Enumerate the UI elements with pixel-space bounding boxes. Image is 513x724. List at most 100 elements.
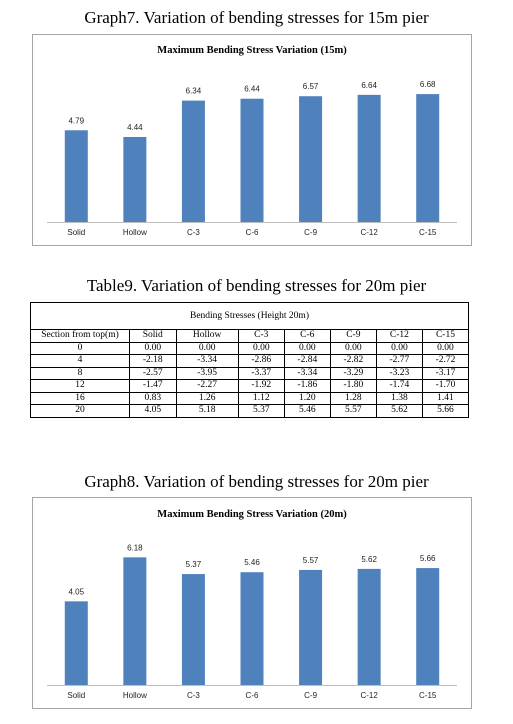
graph7-bar-c-9 xyxy=(299,96,323,222)
table-cell: 1.28 xyxy=(329,391,377,405)
table-row: 20 4.05 5.18 5.37 5.46 5.57 5.62 5.66 xyxy=(30,404,470,418)
graph8-tick-label: C-15 xyxy=(419,691,437,700)
graph7-data-label: 6.57 xyxy=(303,82,319,91)
table-cell: -3.29 xyxy=(329,366,377,380)
table-cell: 0.83 xyxy=(129,391,177,405)
graph8-bar-hollow xyxy=(123,557,147,685)
table-row: 4 -2.18 -3.34 -2.86 -2.84 -2.82 -2.77 -2.72 xyxy=(30,354,470,368)
graph8-plot: Maximum Bending Stress Variation (20m) 4… xyxy=(47,509,457,700)
graph7-bar-solid xyxy=(64,130,88,222)
graph7-tick-label: Solid xyxy=(67,228,85,237)
graph8-bar-c-6 xyxy=(240,572,264,685)
table-cell: 8 xyxy=(30,366,130,380)
table-cell: 5.46 xyxy=(283,404,331,418)
graph8-bar-c-15 xyxy=(416,568,440,685)
table-cell: -1.86 xyxy=(283,379,331,393)
table-cell: -2.57 xyxy=(129,366,177,380)
graph7-data-label: 6.34 xyxy=(186,87,202,96)
table-header-cell: Hollow xyxy=(175,329,239,343)
table9-caption: Table9. Variation of bending stresses fo… xyxy=(86,276,427,295)
table-cell: -3.37 xyxy=(237,366,285,380)
table-cell: -2.72 xyxy=(421,354,470,368)
table-cell: 0.00 xyxy=(375,341,423,355)
graph7-data-label: 4.79 xyxy=(68,116,84,125)
graph8-data-label: 5.57 xyxy=(303,556,319,565)
graph8-title: Maximum Bending Stress Variation (20m) xyxy=(157,509,347,520)
graph7-data-label: 6.68 xyxy=(420,80,436,89)
table-row: 12 -1.47 -2.27 -1.92 -1.86 -1.80 -1.74 -1.70 xyxy=(30,379,470,393)
table-cell: 0.00 xyxy=(329,341,377,355)
table-cell: -3.34 xyxy=(283,366,331,380)
table-header-row: Section from top(m) Solid Hollow C-3 C-6 C-9 C… xyxy=(30,329,470,343)
graph8-tick-label: C-3 xyxy=(187,691,200,700)
table-cell: 1.41 xyxy=(421,391,470,405)
table-header-cell: C-12 xyxy=(375,329,423,343)
graph7-chart: Maximum Bending Stress Variation (15m) 4… xyxy=(32,34,472,246)
table-row: 16 0.83 1.26 1.12 1.20 1.28 1.38 1.41 xyxy=(30,391,470,405)
table-cell: -3.34 xyxy=(175,354,239,368)
graph7-caption: Graph7. Variation of bending stresses fo… xyxy=(84,8,429,27)
graph7-data-label: 6.44 xyxy=(244,85,260,94)
table-cell: 5.62 xyxy=(375,404,423,418)
table-row: 0 0.00 0.00 0.00 0.00 0.00 0.00 0.00 xyxy=(30,341,470,355)
table-cell: -2.86 xyxy=(237,354,285,368)
graph8-tick-label: C-12 xyxy=(360,691,378,700)
graph8-tick-label: Hollow xyxy=(123,691,147,700)
graph8-bar-c-9 xyxy=(299,569,323,685)
table-header-cell: C-9 xyxy=(329,329,377,343)
table-cell: -2.18 xyxy=(129,354,177,368)
graph8-bar-solid xyxy=(64,601,88,685)
table-cell: -2.27 xyxy=(175,379,239,393)
table-header-cell: C-15 xyxy=(421,329,470,343)
table-cell: 4 xyxy=(30,354,130,368)
graph8-tick-label: C-9 xyxy=(304,691,317,700)
graph7-bar-hollow xyxy=(123,136,147,222)
table-cell: 5.37 xyxy=(237,404,285,418)
graph7-bar-c-12 xyxy=(357,94,381,222)
table-cell: 1.20 xyxy=(283,391,331,405)
table-cell: 16 xyxy=(30,391,130,405)
table-cell: -3.95 xyxy=(175,366,239,380)
table-cell: -1.74 xyxy=(375,379,423,393)
table-header-cell: C-3 xyxy=(237,329,285,343)
graph8-tick-label: C-6 xyxy=(246,691,259,700)
graph8-data-label: 5.37 xyxy=(186,560,202,569)
table-cell: -2.84 xyxy=(283,354,331,368)
graph7-tick-label: C-12 xyxy=(360,228,378,237)
table-header-cell: Solid xyxy=(129,329,177,343)
graph7-plot: Maximum Bending Stress Variation (15m) 4… xyxy=(47,45,457,237)
table-cell: 0.00 xyxy=(283,341,331,355)
graph7-tick-label: C-6 xyxy=(246,228,259,237)
graph8-bar-c-12 xyxy=(357,568,381,685)
graph8-data-label: 4.05 xyxy=(68,587,84,596)
table-cell: 0.00 xyxy=(421,341,470,355)
graph8-data-label: 6.18 xyxy=(127,543,143,552)
graph7-tick-label: C-9 xyxy=(304,228,317,237)
table-cell: 0 xyxy=(30,341,130,355)
table-header-cell: Section from top(m) xyxy=(30,329,130,343)
table-cell: -1.70 xyxy=(421,379,470,393)
graph8-tick-label: Solid xyxy=(67,691,85,700)
table-cell: -3.17 xyxy=(421,366,470,380)
graph8-bar-c-3 xyxy=(181,574,205,685)
graph7-title: Maximum Bending Stress Variation (15m) xyxy=(157,45,347,56)
graph8-data-label: 5.62 xyxy=(361,555,377,564)
graph7-data-label: 4.44 xyxy=(127,123,143,132)
graph7-tick-label: C-3 xyxy=(187,228,200,237)
table-cell: -2.77 xyxy=(375,354,423,368)
table-cell: 0.00 xyxy=(129,341,177,355)
graph7-bar-c-3 xyxy=(181,100,205,222)
graph7-bar-c-15 xyxy=(416,94,440,222)
table-cell: 5.57 xyxy=(329,404,377,418)
graph8-chart: Maximum Bending Stress Variation (20m) 4… xyxy=(32,497,472,709)
graph7-tick-label: C-15 xyxy=(419,228,437,237)
table-cell: 1.38 xyxy=(375,391,423,405)
graph8-data-label: 5.66 xyxy=(420,554,436,563)
graph7-bar-c-6 xyxy=(240,98,264,222)
table-header-cell: C-6 xyxy=(283,329,331,343)
table-cell: -1.92 xyxy=(237,379,285,393)
graph7-tick-label: Hollow xyxy=(123,228,147,237)
table-cell: -1.80 xyxy=(329,379,377,393)
table-cell: 20 xyxy=(30,404,130,418)
table-cell: 1.26 xyxy=(175,391,239,405)
